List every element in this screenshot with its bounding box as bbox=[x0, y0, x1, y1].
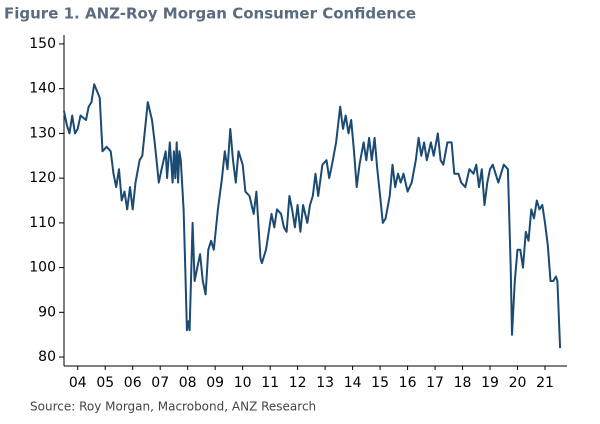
data-line bbox=[63, 83, 562, 349]
y-tick-label: 140 bbox=[29, 81, 56, 97]
x-tick-label: 21 bbox=[536, 375, 554, 391]
x-tick-label: 10 bbox=[234, 375, 252, 391]
x-tick-label: 06 bbox=[124, 375, 142, 391]
y-tick-label: 150 bbox=[29, 36, 56, 52]
x-tick-label: 14 bbox=[344, 375, 362, 391]
y-tick-label: 110 bbox=[29, 215, 56, 231]
x-tick-label: 20 bbox=[509, 375, 527, 391]
x-tick-label: 18 bbox=[454, 375, 472, 391]
x-tick-label: 11 bbox=[261, 375, 279, 391]
chart-title: Figure 1. ANZ-Roy Morgan Consumer Confid… bbox=[4, 5, 416, 23]
x-tick-label: 16 bbox=[399, 375, 417, 391]
y-tick-label: 90 bbox=[38, 304, 56, 320]
y-tick-label: 130 bbox=[29, 125, 56, 141]
x-tick-label: 07 bbox=[151, 375, 169, 391]
y-tick-label: 80 bbox=[38, 349, 56, 365]
x-tick-label: 19 bbox=[481, 375, 499, 391]
x-tick-label: 13 bbox=[316, 375, 334, 391]
x-tick-label: 12 bbox=[289, 375, 307, 391]
y-tick-label: 100 bbox=[29, 260, 56, 276]
y-tick-label: 120 bbox=[29, 170, 56, 186]
x-tick-label: 09 bbox=[206, 375, 224, 391]
source-note: Source: Roy Morgan, Macrobond, ANZ Resea… bbox=[30, 400, 316, 414]
x-tick-label: 08 bbox=[179, 375, 197, 391]
x-tick-label: 04 bbox=[69, 375, 87, 391]
x-tick-label: 05 bbox=[96, 375, 114, 391]
x-tick-label: 17 bbox=[426, 375, 444, 391]
x-tick-label: 15 bbox=[371, 375, 389, 391]
